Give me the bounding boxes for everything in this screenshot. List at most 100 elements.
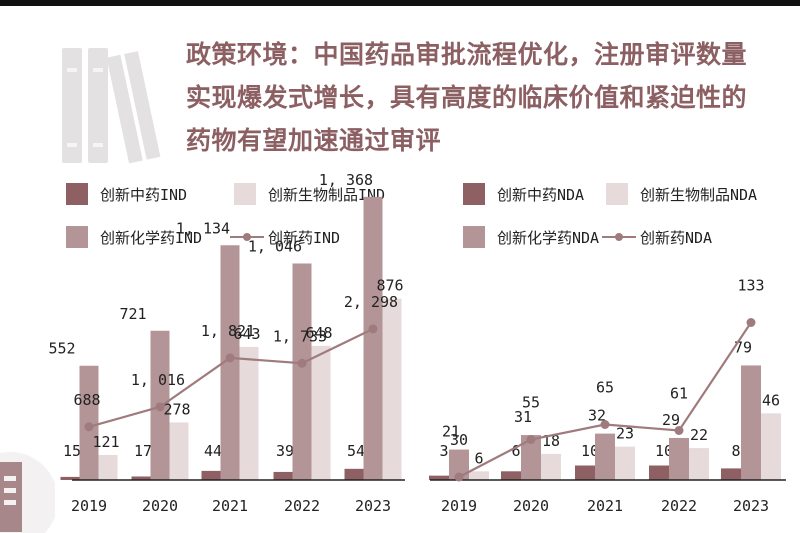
books-decoration-icon <box>62 48 161 164</box>
data-label-bio-2022-2: 22 <box>690 426 708 444</box>
x-tick-label-2020-2: 2020 <box>513 497 549 515</box>
bar-bio-2022-2 <box>689 448 709 480</box>
line-point-2022-2 <box>674 426 684 435</box>
line-point-2019-1 <box>84 422 94 432</box>
legend-label-chem-1: 创新化学药IND <box>100 229 202 247</box>
data-label-tcm-2023-2: 8 <box>731 442 740 460</box>
legend-label-bio-1: 创新生物制品IND <box>268 186 385 204</box>
data-label-tcm-2019-2: 3 <box>439 442 448 460</box>
legend-label-tcm-1: 创新中药IND <box>100 186 187 204</box>
bar-tcm-2019-2 <box>429 475 449 480</box>
line-label-2023-2: 133 <box>737 277 764 295</box>
bar-chem-2023-1 <box>363 196 383 480</box>
data-label-chem-2022-2: 29 <box>662 411 680 429</box>
legend-swatch-chem-2 <box>463 226 485 248</box>
data-label-chem-2020-2: 31 <box>514 408 532 426</box>
data-label-chem-2019-1: 552 <box>48 340 75 358</box>
line-label-2022-1: 1, 733 <box>273 327 327 345</box>
data-label-bio-2022-1: 648 <box>305 324 332 342</box>
x-tick-label-2023-1: 2023 <box>355 497 391 515</box>
legend-label-tcm-2: 创新中药NDA <box>497 186 584 204</box>
line-point-2020-2 <box>526 435 536 444</box>
data-label-bio-2021-2: 23 <box>616 425 634 443</box>
bar-chem-2023-2 <box>741 365 761 480</box>
bar-tcm-2022-2 <box>649 465 669 480</box>
data-label-tcm-2021-1: 44 <box>204 442 222 460</box>
bar-bio-2020-1 <box>169 422 189 480</box>
page-title: 政策环境：中国药品审批流程优化，注册审评数量 实现爆发式增长，具有高度的临床价值… <box>186 33 766 162</box>
legend-label-chem-2: 创新化学药NDA <box>497 229 599 247</box>
legend-swatch-tcm-2 <box>463 183 485 205</box>
line-label-2022-2: 61 <box>670 385 688 403</box>
legend-label-line-2: 创新药NDA <box>640 229 712 247</box>
title-line-1: 政策环境：中国药品审批流程优化，注册审评数量 <box>186 40 748 69</box>
top-border <box>0 0 800 6</box>
x-tick-label-2020-1: 2020 <box>142 497 178 515</box>
bar-tcm-2023-2 <box>721 468 741 480</box>
bar-chem-2021-1 <box>220 245 240 480</box>
line-point-2023-2 <box>746 318 756 327</box>
line-label-2019-1: 688 <box>73 391 100 409</box>
x-tick-label-2021-1: 2021 <box>212 497 248 515</box>
x-tick-label-2021-2: 2021 <box>587 497 623 515</box>
bar-tcm-2020-1 <box>131 476 151 480</box>
bar-tcm-2022-1 <box>273 471 293 480</box>
title-line-3: 药物有望加速通过审评 <box>186 126 442 155</box>
data-label-bio-2020-1: 278 <box>163 400 190 418</box>
data-label-bio-2023-2: 46 <box>762 391 780 409</box>
bar-tcm-2021-1 <box>201 470 221 480</box>
data-label-chem-2022-1: 1, 046 <box>248 237 302 255</box>
line-label-2021-1: 1, 821 <box>201 322 255 340</box>
bar-tcm-2021-2 <box>575 465 595 480</box>
clipboard-icon <box>0 452 55 533</box>
bar-chem-2020-2 <box>521 435 541 480</box>
legend-label-bio-2: 创新生物制品NDA <box>640 186 757 204</box>
bar-bio-2019-2 <box>469 471 489 480</box>
data-label-tcm-2023-1: 54 <box>347 442 365 460</box>
line-label-2021-2: 65 <box>596 379 614 397</box>
data-label-chem-2021-1: 1, 134 <box>176 219 230 237</box>
legend-label-line-1: 创新药IND <box>268 229 340 247</box>
bar-chem-2019-2 <box>449 449 469 480</box>
data-label-bio-2019-2: 6 <box>474 449 483 467</box>
legend-swatch-chem-1 <box>66 226 88 248</box>
x-tick-label-2023-2: 2023 <box>733 497 769 515</box>
line-label-2020-2: 55 <box>522 394 540 412</box>
bar-bio-2019-1 <box>98 454 118 480</box>
data-label-bio-2023-1: 876 <box>376 277 403 295</box>
bar-chem-2022-1 <box>292 263 312 480</box>
line-label-2020-1: 1, 016 <box>131 371 185 389</box>
x-tick-label-2019-2: 2019 <box>441 497 477 515</box>
bar-chem-2022-2 <box>669 437 689 480</box>
data-label-tcm-2020-2: 6 <box>511 442 520 460</box>
bar-bio-2022-1 <box>311 345 331 480</box>
line-label-2023-1: 2, 298 <box>344 293 398 311</box>
title-line-2: 实现爆发式增长，具有高度的临床价值和紧迫性的 <box>186 83 748 112</box>
line-label-2019-2: 30 <box>450 431 468 449</box>
data-label-tcm-2020-1: 17 <box>134 442 152 460</box>
bar-bio-2023-2 <box>761 413 781 480</box>
data-label-tcm-2021-2: 10 <box>581 442 599 460</box>
legend-swatch-bio-1 <box>234 183 256 205</box>
line-point-2020-1 <box>155 402 165 412</box>
bar-bio-2021-2 <box>615 446 635 480</box>
bar-chem-2021-2 <box>595 433 615 480</box>
line-point-2023-1 <box>368 324 378 334</box>
data-label-bio-2019-1: 121 <box>92 433 119 451</box>
data-label-tcm-2019-1: 15 <box>63 442 81 460</box>
bar-bio-2021-1 <box>239 346 259 480</box>
legend-swatch-tcm-1 <box>66 183 88 205</box>
bar-tcm-2020-2 <box>501 471 521 480</box>
line-point-2019-2 <box>454 472 464 482</box>
data-label-tcm-2022-2: 10 <box>655 442 673 460</box>
legend-marker-2 <box>615 233 623 241</box>
x-tick-label-2022-1: 2022 <box>284 497 320 515</box>
legend-marker-1 <box>243 233 251 241</box>
line-point-2022-1 <box>297 358 307 368</box>
legend-swatch-bio-2 <box>606 183 628 205</box>
bar-bio-2023-1 <box>382 298 402 480</box>
bar-bio-2020-2 <box>541 453 561 480</box>
data-label-tcm-2022-1: 39 <box>276 442 294 460</box>
x-tick-label-2022-2: 2022 <box>661 497 697 515</box>
x-tick-label-2019-1: 2019 <box>71 497 107 515</box>
